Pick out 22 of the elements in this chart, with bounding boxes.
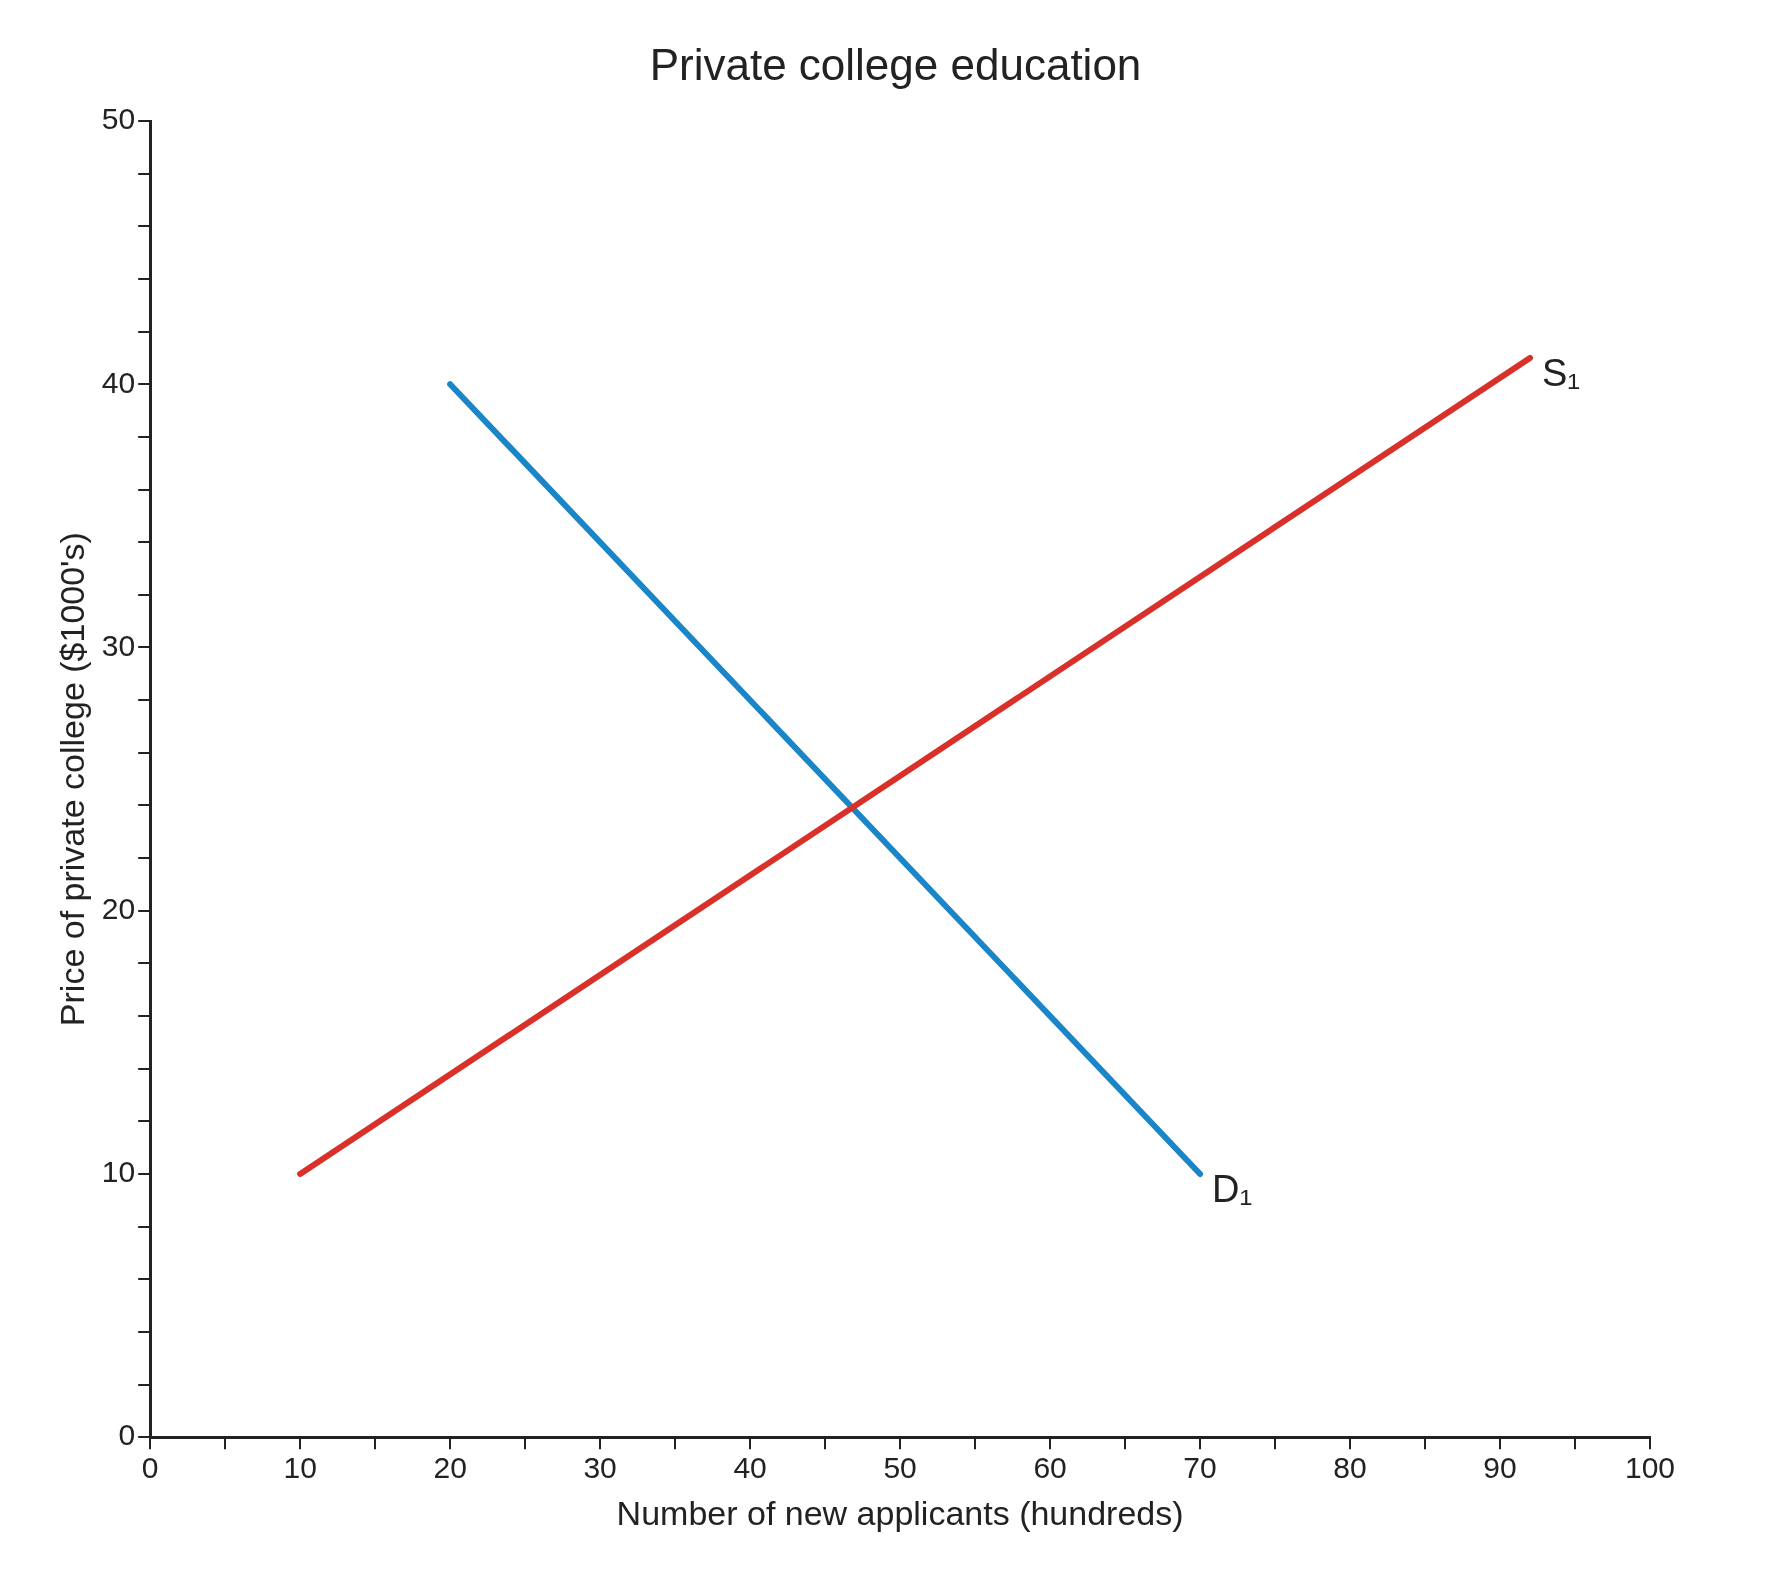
x-tick-label: 100 (1624, 1451, 1676, 1485)
y-tick-label: 10 (101, 1155, 136, 1189)
x-tick-label: 30 (583, 1451, 617, 1485)
y-tick-label: 0 (118, 1418, 136, 1452)
y-tick-label: 50 (101, 102, 136, 136)
y-tick-label: 40 (101, 365, 136, 399)
series-label: D₁ (1212, 1168, 1253, 1211)
x-tick-label: 10 (283, 1451, 317, 1485)
x-axis-title: Number of new applicants (hundreds) (616, 1493, 1184, 1532)
x-tick-label: 0 (141, 1451, 159, 1485)
x-tick-label: 80 (1333, 1451, 1367, 1485)
y-axis-title: Price of private college ($1000's) (52, 532, 91, 1027)
chart-title: Private college education (648, 40, 1143, 90)
x-tick-label: 60 (1033, 1451, 1067, 1485)
y-tick-label: 20 (101, 891, 136, 925)
x-tick-label: 70 (1183, 1451, 1217, 1485)
y-tick-label: 30 (101, 628, 136, 662)
x-tick-label: 40 (733, 1451, 767, 1485)
x-tick-label: 20 (433, 1451, 467, 1485)
x-tick-label: 90 (1483, 1451, 1517, 1485)
x-tick-label: 50 (883, 1451, 917, 1485)
series-label: S₁ (1542, 352, 1581, 395)
